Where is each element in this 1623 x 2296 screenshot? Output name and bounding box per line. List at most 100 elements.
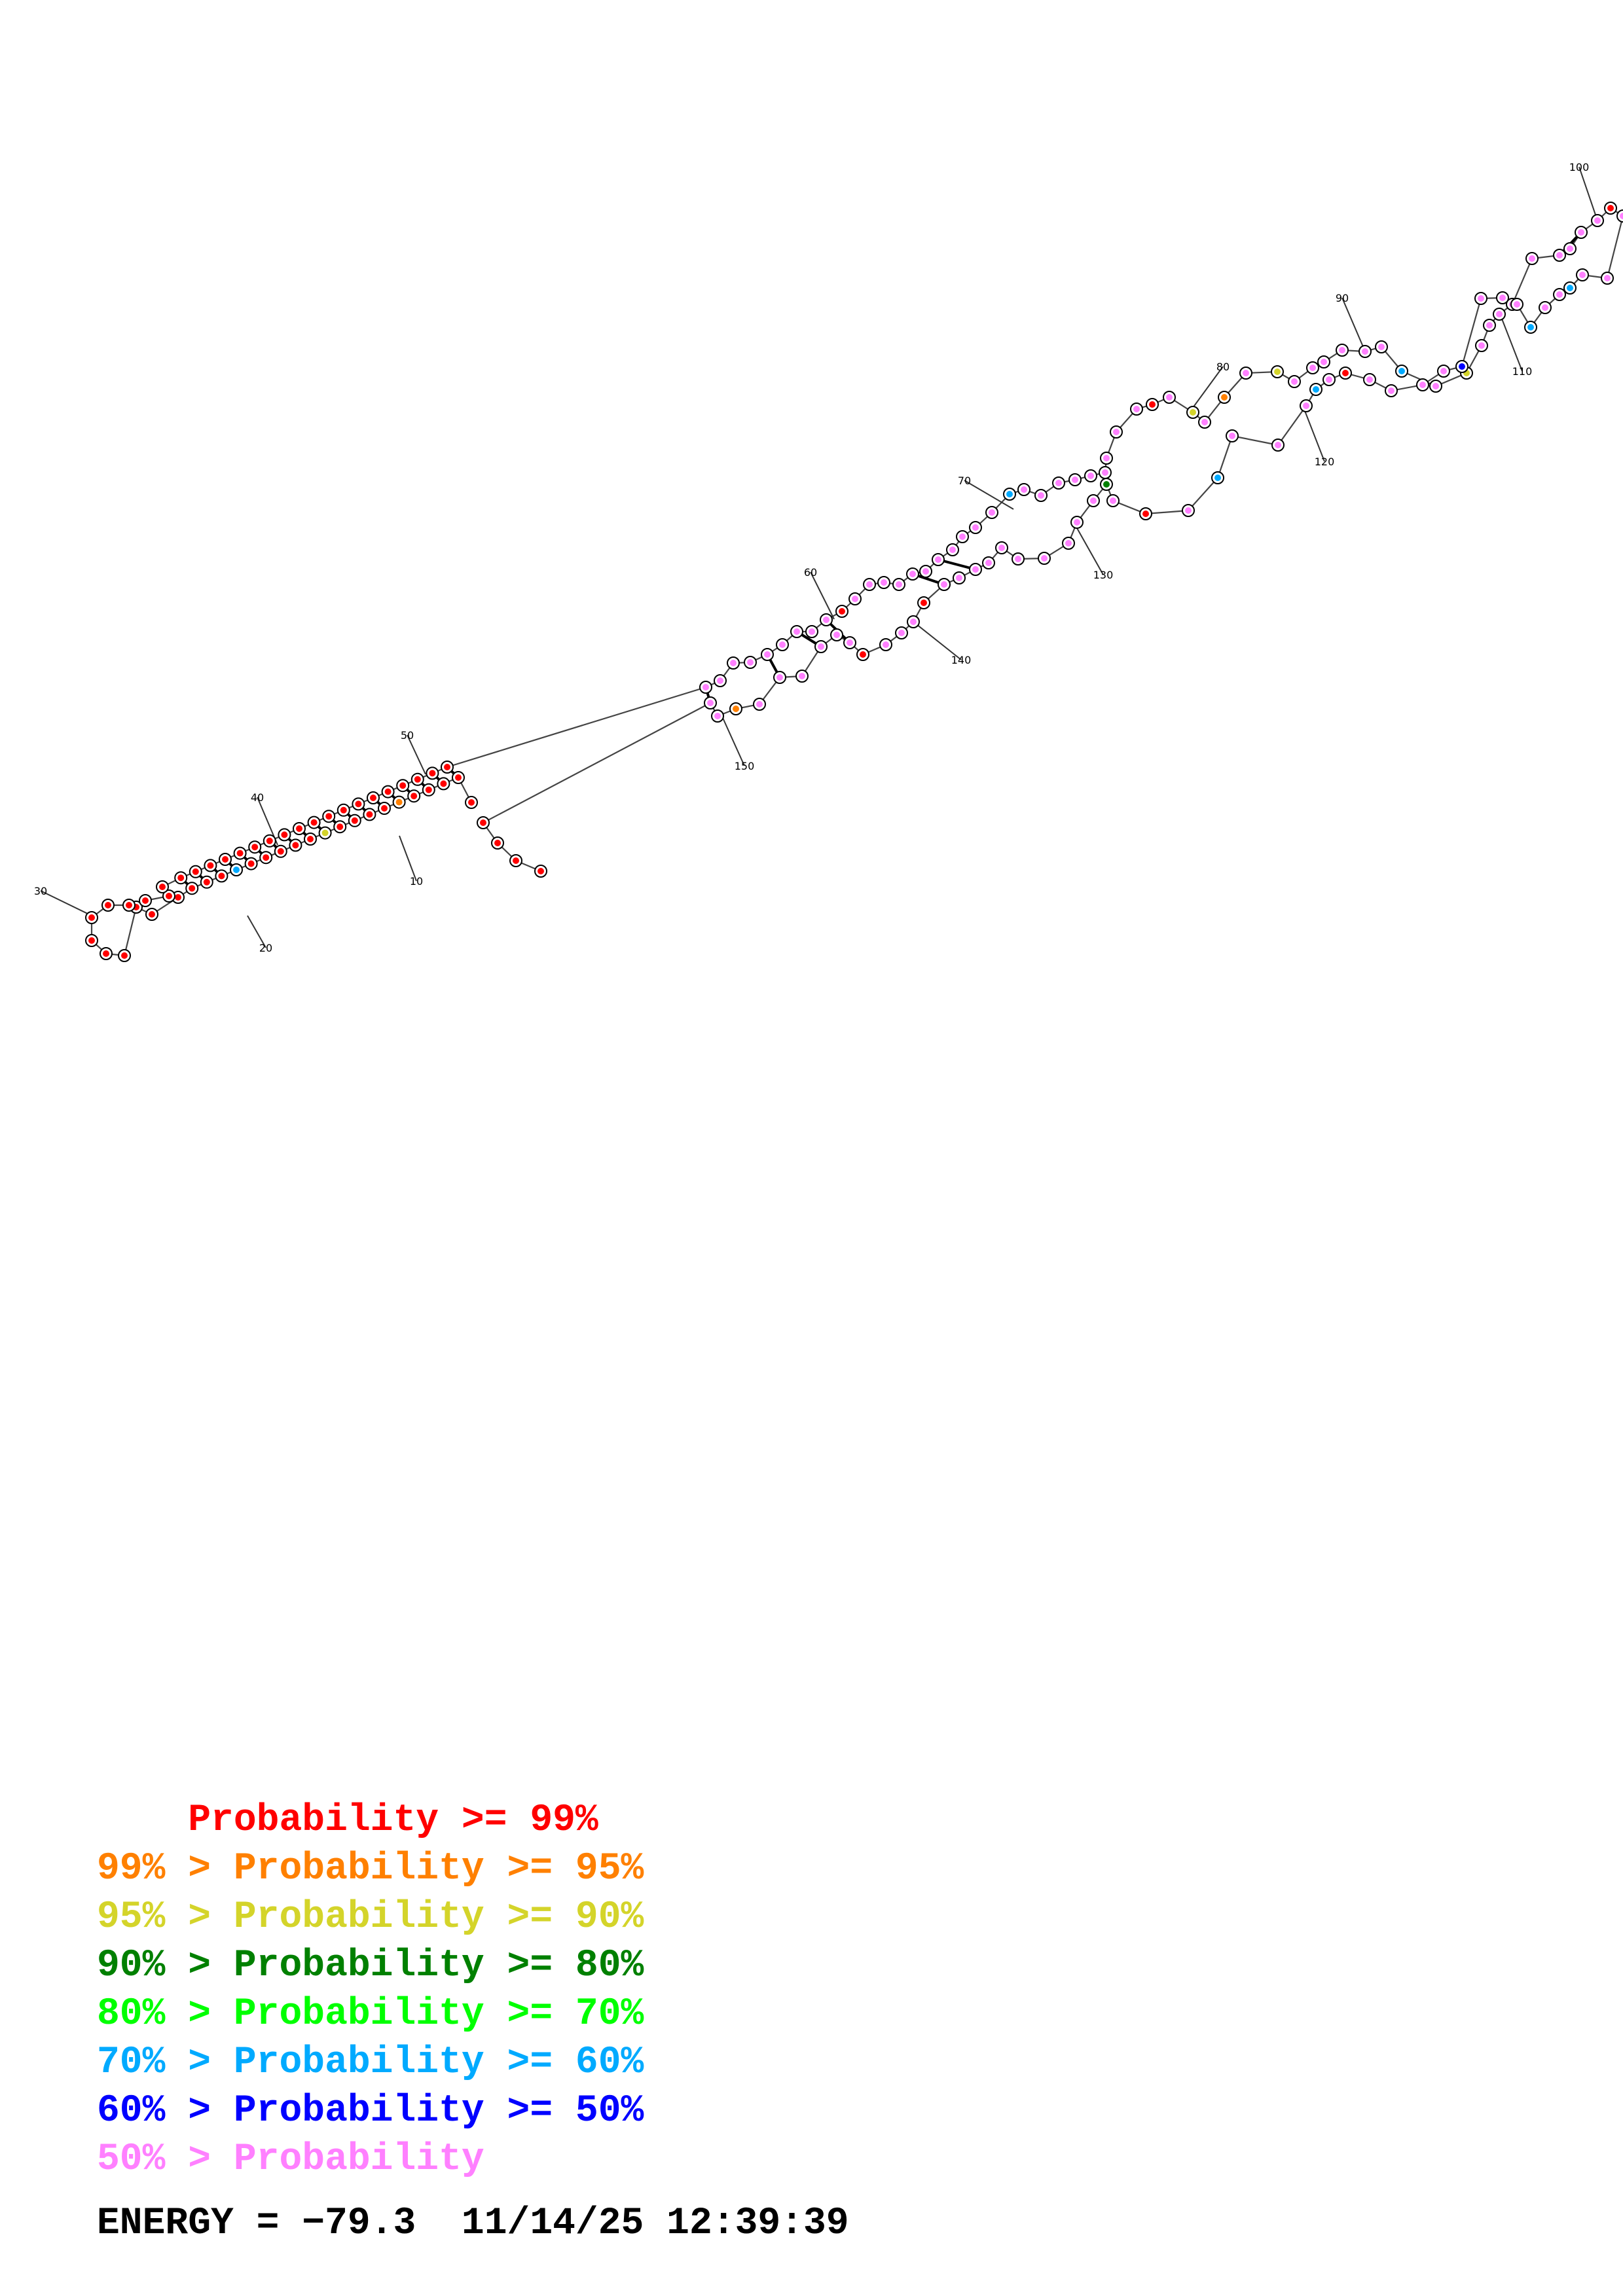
position-label: 40: [251, 791, 264, 804]
nucleotide: [185, 882, 199, 895]
nucleotide: [892, 578, 905, 591]
nucleotide: [204, 859, 217, 872]
nucleotide: [907, 615, 920, 628]
nucleotide: [333, 820, 347, 834]
nucleotide: [1239, 367, 1252, 380]
nucleotide: [85, 911, 98, 924]
nucleotide: [1070, 516, 1084, 529]
nucleotide: [969, 521, 982, 534]
nucleotide: [1271, 439, 1285, 452]
nucleotide: [1110, 425, 1123, 439]
nucleotides: [85, 202, 1623, 962]
nucleotide: [452, 771, 465, 784]
position-tick: [913, 621, 962, 660]
nucleotide: [982, 556, 995, 569]
nucleotide: [1563, 281, 1577, 295]
nucleotide: [1139, 507, 1152, 520]
nucleotide: [307, 816, 321, 829]
position-tick: [1578, 166, 1598, 221]
nucleotide: [174, 871, 188, 885]
nucleotide: [318, 826, 332, 840]
nucleotide: [381, 785, 395, 798]
nucleotide: [1309, 383, 1322, 396]
nucleotide: [1604, 202, 1617, 215]
nucleotide: [322, 810, 336, 823]
nucleotide: [917, 596, 930, 609]
nucleotide: [1363, 373, 1376, 386]
rna-structure-diagram: 10 20 30 40 50 60 70 80 90 100 110 120 130 140 150: [34, 161, 1623, 962]
nucleotide: [378, 802, 391, 815]
nucleotide: [1288, 375, 1301, 388]
nucleotide: [367, 791, 380, 804]
legend-text: Probability >= 99%: [188, 1799, 598, 1842]
legend-prefix: 60% >: [97, 2090, 234, 2132]
position-label: 150: [735, 760, 755, 772]
nucleotide: [1218, 391, 1231, 404]
nucleotide: [259, 851, 273, 865]
position-label: 30: [34, 885, 47, 897]
nucleotide: [465, 796, 478, 809]
nucleotide: [230, 863, 243, 876]
position-tick: [40, 890, 92, 916]
nucleotide: [1226, 429, 1239, 442]
nucleotide: [1475, 339, 1488, 352]
nucleotide: [1510, 298, 1523, 311]
nucleotide: [162, 889, 175, 903]
nucleotide: [1525, 252, 1539, 265]
nucleotide: [1336, 344, 1349, 357]
legend-row-90: 95% > Probability >= 90%: [97, 1893, 644, 1942]
nucleotide: [85, 934, 98, 947]
nucleotide: [727, 656, 740, 670]
nucleotide: [856, 648, 869, 661]
nucleotide: [145, 908, 158, 921]
nucleotide: [509, 854, 522, 867]
nucleotide: [956, 530, 969, 543]
nucleotide: [1034, 489, 1048, 502]
nucleotide: [1591, 214, 1604, 227]
position-tick: [399, 835, 417, 882]
nucleotide: [1455, 360, 1468, 373]
nucleotide: [101, 899, 115, 912]
position-tick: [964, 480, 1014, 510]
nucleotide: [995, 541, 1008, 554]
nucleotide: [1553, 288, 1566, 301]
nucleotide: [1099, 466, 1112, 479]
nucleotide: [1186, 406, 1199, 419]
nucleotide: [426, 766, 439, 780]
position-label: 110: [1512, 365, 1533, 378]
nucleotide: [830, 628, 843, 641]
legend-prefix: 99% >: [97, 1848, 234, 1890]
position-ticks: 10 20 30 40 50 60 70 80 90 100 110 120 130 140 150: [34, 161, 1598, 954]
nucleotide: [156, 880, 169, 893]
nucleotide: [814, 640, 828, 653]
nucleotide: [1539, 301, 1552, 314]
legend-row-99: Probability >= 99%: [97, 1797, 644, 1845]
nucleotide: [776, 638, 789, 651]
nucleotide: [953, 571, 966, 584]
nucleotide: [1003, 488, 1016, 501]
legend-row-60: 70% > Probability >= 60%: [97, 2039, 644, 2087]
nucleotide: [704, 696, 717, 709]
nucleotide: [215, 869, 228, 883]
nucleotide: [1163, 391, 1176, 404]
probability-legend: Probability >= 99% 99% > Probability >= …: [97, 1797, 644, 2184]
nucleotide: [437, 777, 450, 791]
nucleotide: [1575, 226, 1588, 239]
nucleotide: [932, 553, 945, 566]
nucleotide: [714, 674, 727, 687]
backbone-line: [90, 207, 1623, 957]
legend-text: Probability: [233, 2138, 484, 2181]
nucleotide: [790, 625, 803, 638]
nucleotide: [248, 840, 262, 854]
nucleotide: [100, 947, 113, 960]
nucleotide: [1483, 319, 1496, 332]
nucleotide: [441, 761, 454, 774]
nucleotide: [289, 838, 302, 852]
nucleotide: [946, 543, 959, 556]
nucleotide: [744, 656, 757, 669]
position-tick: [407, 734, 426, 775]
legend-prefix: 90% >: [97, 1945, 234, 1987]
nucleotide: [1429, 380, 1442, 393]
nucleotide: [396, 779, 410, 793]
legend-prefix: 95% >: [97, 1896, 234, 1939]
